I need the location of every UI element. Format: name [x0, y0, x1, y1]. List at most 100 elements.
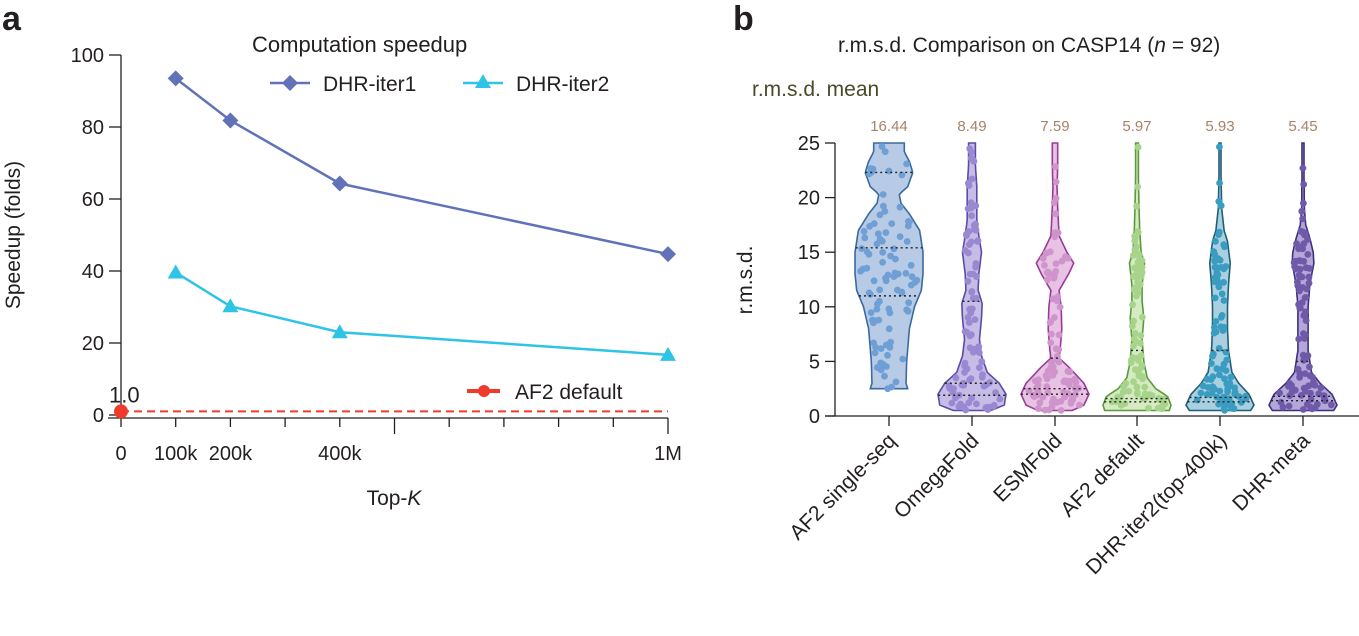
data-point [1060, 378, 1068, 386]
chart-a-axes: 0 20 40 60 80 100 0 100k 200k 400k 1M [71, 45, 682, 465]
y-tick-label: 10 [798, 297, 820, 319]
data-point [1222, 263, 1230, 270]
data-point [957, 400, 964, 408]
data-point [1041, 406, 1049, 414]
x-tick-label: DHR-iter2(top-400k) [1082, 429, 1232, 579]
data-point [1216, 143, 1223, 151]
data-point [1052, 260, 1060, 268]
data-point [1056, 303, 1064, 311]
data-point [966, 332, 974, 340]
data-point [1119, 388, 1127, 396]
panel-b-letter: b [733, 0, 754, 38]
data-point [1052, 210, 1060, 218]
data-point [1292, 257, 1300, 265]
data-point [1307, 389, 1314, 397]
data-point [978, 373, 986, 381]
data-point [1145, 404, 1152, 412]
data-point [879, 249, 887, 256]
data-point [898, 171, 906, 179]
data-point [1216, 179, 1223, 187]
y-tick-label: 20 [798, 188, 820, 210]
y-tick-label: 100 [71, 45, 104, 67]
data-point [980, 382, 988, 390]
data-point [996, 395, 1004, 403]
data-point [1327, 401, 1335, 409]
violin-dhr-iter2-top-400k- [1185, 142, 1255, 414]
data-point [1218, 290, 1226, 298]
data-point [1213, 393, 1221, 401]
series-line-dhr-iter1 [174, 77, 669, 256]
title-italic-n: n [1154, 34, 1166, 57]
data-point [892, 378, 900, 386]
x-tick-label: ESMFold [989, 429, 1066, 506]
data-point [1220, 323, 1228, 331]
data-point [961, 328, 969, 335]
data-point [882, 229, 890, 237]
data-point [986, 379, 994, 386]
data-point [870, 277, 878, 285]
data-point [1294, 282, 1302, 290]
data-point [969, 295, 977, 302]
data-point [1161, 400, 1169, 408]
data-point [1301, 370, 1309, 377]
data-point [949, 388, 957, 396]
x-tick-label: AF2 default [1056, 429, 1148, 521]
data-point [1076, 401, 1083, 409]
data-point [881, 372, 888, 380]
data-point [1301, 294, 1309, 301]
data-point [1299, 406, 1307, 413]
data-point [866, 290, 874, 298]
data-point [1235, 393, 1243, 400]
data-point [1134, 389, 1141, 397]
data-point [1317, 384, 1325, 392]
data-point [1211, 251, 1219, 258]
data-point [1303, 401, 1311, 408]
data-point [969, 348, 977, 356]
data-point-dhr-iter1 [167, 70, 184, 87]
y-tick-label: 60 [82, 189, 104, 211]
data-point [968, 148, 975, 156]
data-point [861, 234, 869, 242]
chart-b-ylabel: r.m.s.d. [734, 246, 757, 315]
data-point [1054, 352, 1061, 360]
data-point [903, 238, 911, 245]
data-point-dhr-iter2 [331, 324, 348, 339]
data-point [1065, 381, 1073, 389]
data-point [890, 245, 898, 253]
data-point [1221, 375, 1228, 383]
data-point [1227, 373, 1235, 381]
data-point [1208, 360, 1215, 367]
data-point [1064, 367, 1072, 375]
data-point [1299, 164, 1307, 172]
data-point [948, 399, 956, 407]
violin-omegafold [937, 142, 1007, 414]
data-point [1242, 393, 1249, 400]
data-point [1052, 178, 1060, 186]
data-point [1209, 383, 1217, 391]
data-point [1039, 254, 1047, 262]
data-point [968, 394, 975, 402]
data-point [1298, 207, 1306, 215]
data-point [969, 155, 977, 163]
data-point [1217, 202, 1225, 210]
data-point [976, 364, 983, 372]
data-point [1036, 399, 1044, 407]
data-point [1294, 365, 1302, 373]
data-point [1305, 273, 1313, 281]
data-point [1276, 389, 1283, 397]
data-point [962, 406, 970, 414]
x-tick-label: 100k [154, 443, 198, 465]
data-point [965, 241, 973, 249]
data-point [1295, 335, 1303, 343]
data-point [965, 319, 973, 326]
data-point [873, 305, 881, 313]
data-point [1052, 345, 1060, 353]
data-point [961, 359, 969, 367]
data-point [1300, 312, 1308, 319]
data-point [1226, 382, 1233, 390]
data-point [905, 218, 913, 226]
data-point [905, 299, 913, 307]
data-point [1279, 403, 1287, 411]
x-tick-label: OmegaFold [890, 429, 984, 523]
